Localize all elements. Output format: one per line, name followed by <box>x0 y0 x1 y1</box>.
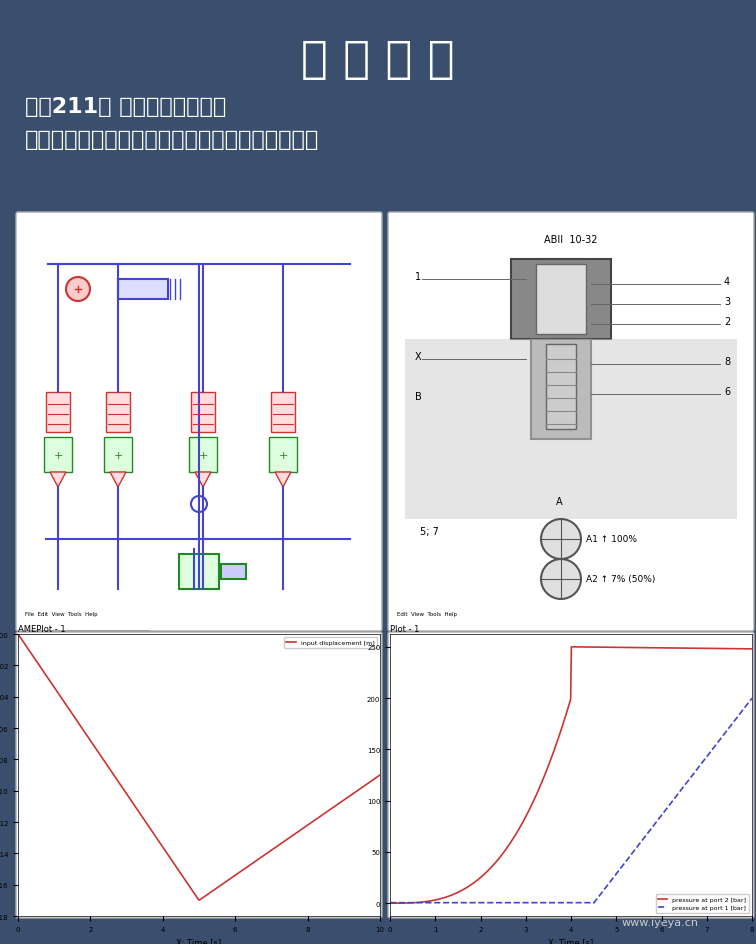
Text: +: + <box>113 450 122 461</box>
Text: B: B <box>415 392 422 401</box>
Text: A1 ↑ 100%: A1 ↑ 100% <box>586 535 637 544</box>
Text: +: + <box>198 450 208 461</box>
Bar <box>179 554 219 589</box>
Text: ──────────────────────────────────────────────────: ────────────────────────────────────────… <box>25 629 150 632</box>
Text: AMEPlot - 1: AMEPlot - 1 <box>18 625 66 633</box>
Bar <box>271 393 295 432</box>
Bar <box>104 437 132 473</box>
Bar <box>106 393 130 432</box>
pressure at port 1 [bar] <box>683 776 692 787</box>
Circle shape <box>541 519 581 560</box>
X-axis label: X: Time [s]: X: Time [s] <box>176 937 222 944</box>
Text: Edit  View  Tools  Help: Edit View Tools Help <box>397 612 457 616</box>
Bar <box>191 393 215 432</box>
Text: 8: 8 <box>724 357 730 366</box>
Bar <box>536 264 586 334</box>
pressure at port 1 [bar] <box>559 897 569 908</box>
Text: 3: 3 <box>724 296 730 307</box>
Line: pressure at port 2 [bar]: pressure at port 2 [bar] <box>390 648 752 903</box>
pressure at port 2 [bar] <box>557 722 566 733</box>
Bar <box>531 340 591 440</box>
Legend: pressure at port 2 [bar], pressure at port 1 [bar]: pressure at port 2 [bar], pressure at po… <box>655 894 749 913</box>
Text: 《第211讲 逻辑阀控制回路》: 《第211讲 逻辑阀控制回路》 <box>25 97 226 117</box>
FancyBboxPatch shape <box>16 212 382 632</box>
pressure at port 1 [bar] <box>386 897 395 908</box>
Text: 1: 1 <box>415 272 421 281</box>
Bar <box>46 393 70 432</box>
Bar <box>400 225 742 619</box>
pressure at port 2 [bar] <box>559 716 569 727</box>
pressure at port 1 [bar] <box>748 693 756 704</box>
Text: +: + <box>54 450 63 461</box>
pressure at port 1 [bar] <box>590 897 599 908</box>
Bar <box>28 225 370 619</box>
Text: 爱液压: 爱液压 <box>608 890 652 914</box>
Text: www.iyeya.cn: www.iyeya.cn <box>621 917 699 927</box>
Text: +: + <box>278 450 288 461</box>
Text: A: A <box>556 497 562 507</box>
Legend: input displacement [m]: input displacement [m] <box>284 637 377 648</box>
FancyBboxPatch shape <box>16 632 382 918</box>
X-axis label: X: Time [s]: X: Time [s] <box>548 937 593 944</box>
Bar <box>189 437 217 473</box>
pressure at port 1 [bar] <box>581 897 590 908</box>
Circle shape <box>66 278 90 302</box>
pressure at port 1 [bar] <box>739 703 748 715</box>
Bar <box>118 279 168 299</box>
Polygon shape <box>110 473 126 487</box>
pressure at port 2 [bar] <box>567 642 576 653</box>
Text: Plot - 1: Plot - 1 <box>390 625 420 633</box>
Circle shape <box>541 560 581 599</box>
pressure at port 1 [bar] <box>602 882 611 893</box>
pressure at port 2 [bar] <box>386 898 395 909</box>
Polygon shape <box>275 473 291 487</box>
Text: 6: 6 <box>724 387 730 396</box>
pressure at port 2 [bar] <box>739 644 748 655</box>
Bar <box>44 437 72 473</box>
Line: pressure at port 1 [bar]: pressure at port 1 [bar] <box>390 699 752 902</box>
Polygon shape <box>50 473 66 487</box>
FancyBboxPatch shape <box>388 632 754 918</box>
Text: 详 情 介 绍: 详 情 介 绍 <box>301 39 455 81</box>
pressure at port 2 [bar] <box>582 642 591 653</box>
Text: X: X <box>415 351 422 362</box>
Text: A2 ↑ 7% (50%): A2 ↑ 7% (50%) <box>586 575 655 584</box>
Bar <box>221 565 246 580</box>
Bar <box>546 345 576 430</box>
Text: 5; 7: 5; 7 <box>420 527 439 536</box>
Text: 本节课讲两通插装阀逻辑控制回路的原理和应用。: 本节课讲两通插装阀逻辑控制回路的原理和应用。 <box>25 130 319 150</box>
pressure at port 2 [bar] <box>683 643 692 654</box>
pressure at port 1 [bar] <box>557 897 566 908</box>
Text: ABII  10-32: ABII 10-32 <box>544 235 598 244</box>
Text: File  Edit  View  Tools  Help: File Edit View Tools Help <box>25 612 98 616</box>
Polygon shape <box>195 473 211 487</box>
pressure at port 2 [bar] <box>602 642 611 653</box>
Text: 4: 4 <box>724 277 730 287</box>
Text: 2: 2 <box>724 316 730 327</box>
FancyBboxPatch shape <box>388 212 754 632</box>
Bar <box>269 437 297 473</box>
Bar <box>405 340 737 519</box>
Bar <box>511 260 611 340</box>
pressure at port 2 [bar] <box>748 644 756 655</box>
